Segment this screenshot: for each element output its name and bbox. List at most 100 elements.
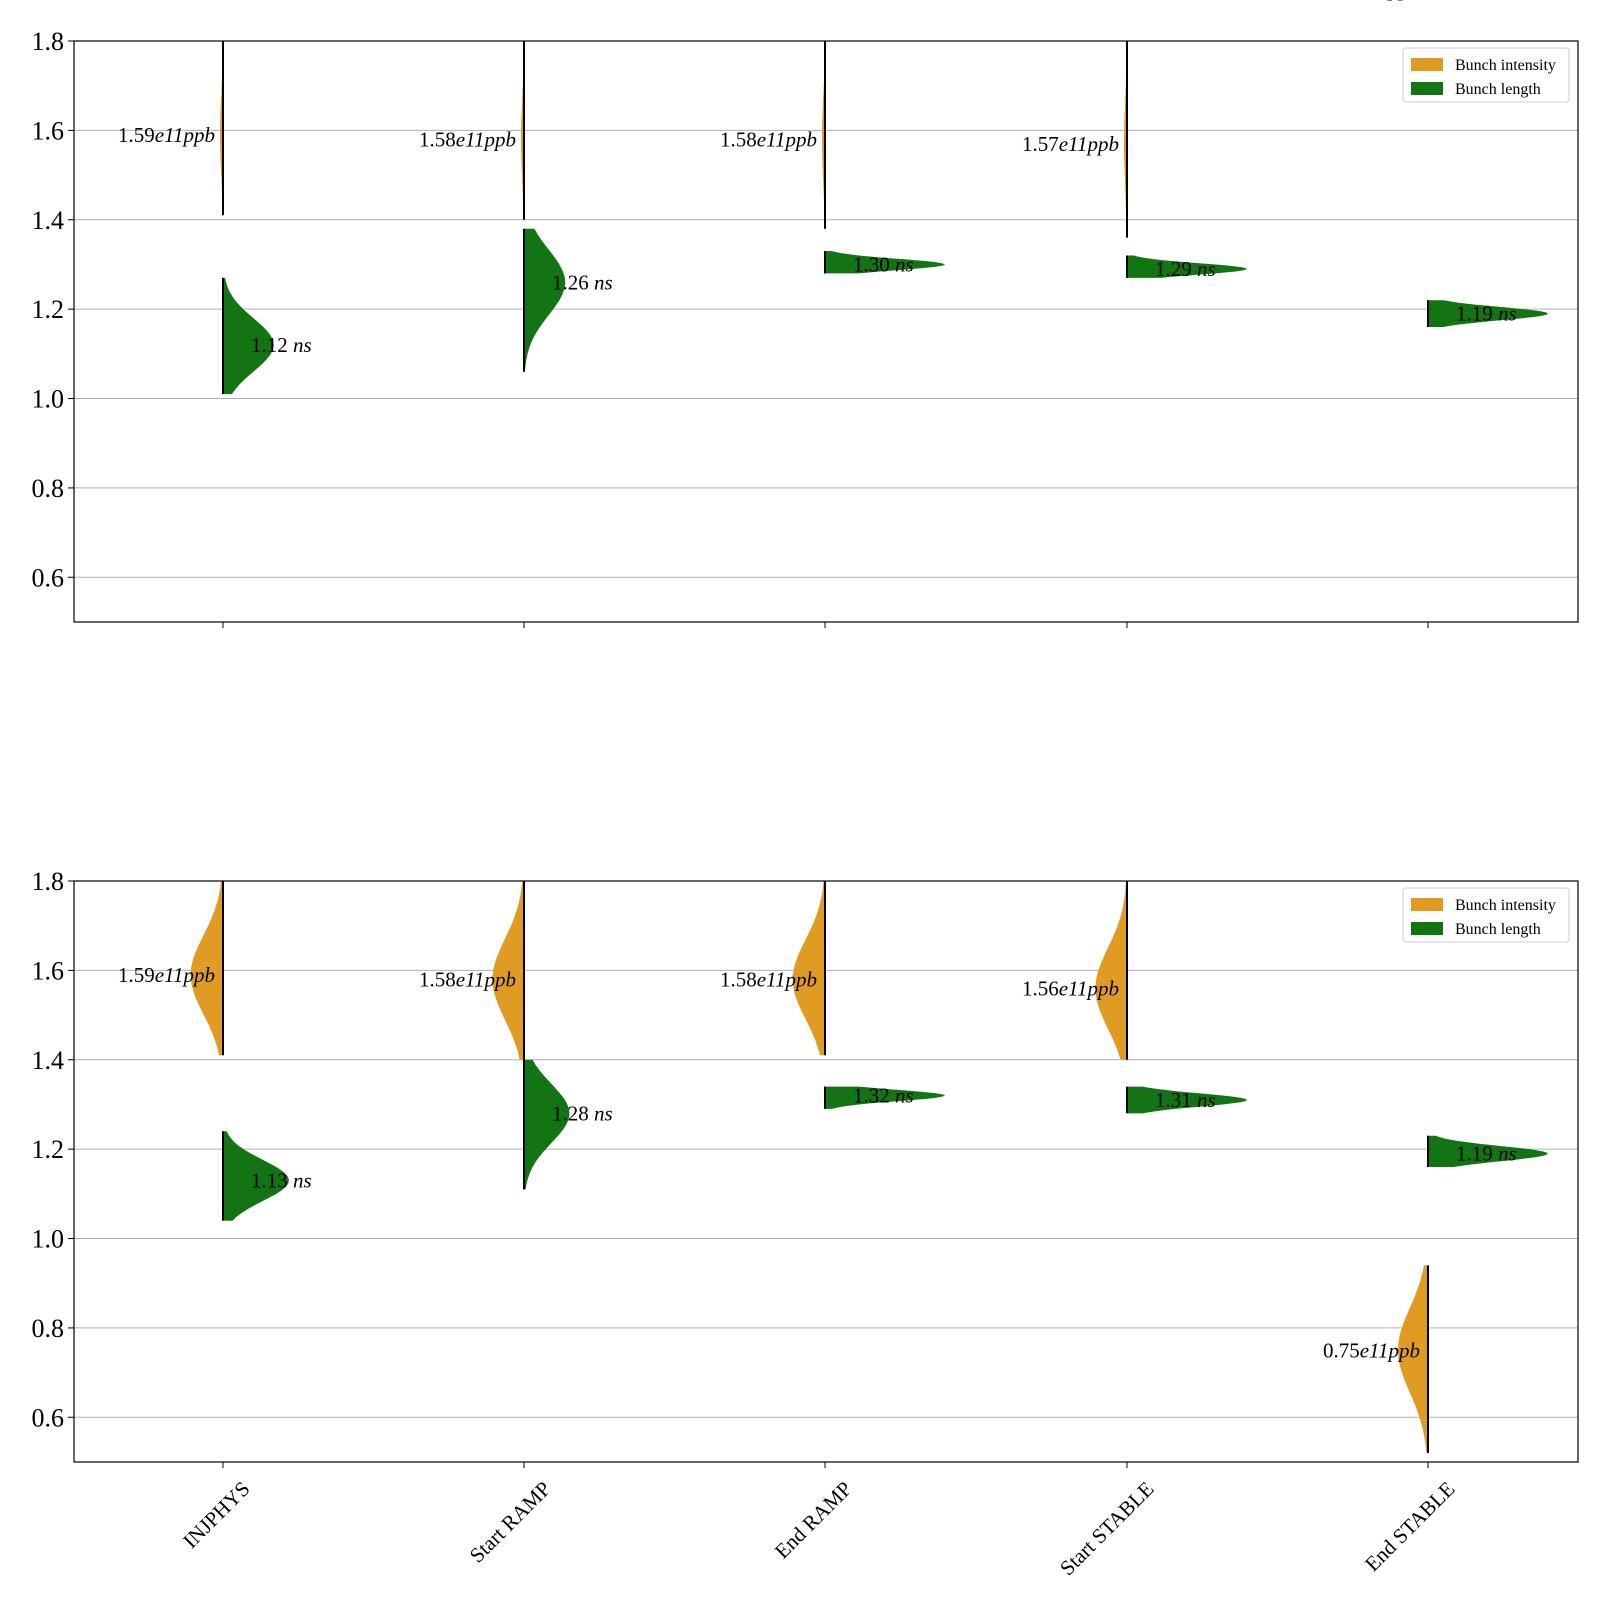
median-unit: e11ppb [155, 123, 215, 147]
legend-label: Bunch intensity [1455, 897, 1556, 914]
y-tick-label: 1.2 [32, 295, 65, 324]
length-median-label: 1.19 ns [1456, 1142, 1517, 1166]
median-unit: ns [890, 1084, 914, 1108]
y-tick-label: 1.0 [32, 385, 65, 414]
intensity-violin [792, 881, 825, 1056]
median-value: 1.30 [853, 252, 890, 276]
median-value: 1.59 [118, 963, 155, 987]
y-tick-label: 1.8 [32, 867, 65, 896]
legend-swatch [1411, 898, 1443, 911]
intensity-median-label: 0.02e11ppb [1323, 0, 1420, 1]
legend: Bunch intensity Bunch length [1402, 887, 1570, 943]
median-value: 1.58 [419, 127, 456, 151]
length-violin [1127, 255, 1247, 278]
length-violin [825, 1086, 945, 1109]
length-median-label: 1.12 ns [251, 333, 312, 357]
y-tick-label: 1.4 [32, 1046, 65, 1075]
intensity-violin [1095, 881, 1127, 1060]
median-unit: e11ppb [456, 967, 516, 991]
median-unit: e11ppb [757, 127, 817, 151]
length-median-label: 1.32 ns [853, 1084, 914, 1108]
intensity-median-label: 0.75e11ppb [1323, 1338, 1420, 1362]
intensity-median-label: 1.59e11ppb [118, 123, 215, 147]
median-unit: ns [589, 1101, 613, 1125]
length-violin [825, 251, 945, 274]
legend-swatch [1411, 922, 1443, 935]
intensity-violin [1397, 1265, 1428, 1454]
length-violin [223, 1131, 289, 1221]
top-panel: 0.60.81.01.21.41.61.81.59e11ppb 1.58e11pp… [32, 0, 1579, 628]
intensity-median-label: 1.57e11ppb [1022, 132, 1119, 156]
median-unit: ns [1192, 257, 1216, 281]
median-value: 1.13 [251, 1168, 288, 1192]
x-tick-label: Start RAMP [465, 1477, 556, 1568]
median-value: 1.28 [552, 1101, 589, 1125]
median-unit: ns [288, 333, 312, 357]
median-value: 1.59 [118, 123, 155, 147]
y-tick-label: 1.4 [32, 206, 65, 235]
median-value: 0.75 [1323, 1338, 1360, 1362]
median-value: 1.57 [1022, 132, 1059, 156]
y-tick-label: 1.0 [32, 1225, 65, 1254]
intensity-median-label: 1.58e11ppb [419, 127, 516, 151]
x-tick-label: Start STABLE [1055, 1477, 1159, 1581]
median-value: 1.29 [1155, 257, 1192, 281]
median-value: 0.02 [1323, 0, 1360, 1]
median-unit: ns [1192, 1088, 1216, 1112]
x-tick-label: End RAMP [770, 1477, 857, 1564]
legend-box [1402, 887, 1570, 943]
y-tick-label: 0.6 [32, 1403, 65, 1432]
median-value: 1.19 [1456, 1142, 1493, 1166]
length-violin [1127, 1086, 1247, 1114]
length-violin [223, 277, 274, 395]
median-unit: e11ppb [1059, 976, 1119, 1000]
median-unit: e11ppb [456, 127, 516, 151]
median-value: 1.58 [720, 127, 757, 151]
y-tick-label: 1.8 [32, 27, 65, 56]
legend-label: Bunch intensity [1455, 57, 1556, 74]
legend-swatch [1411, 82, 1443, 95]
legend-swatch [1411, 58, 1443, 71]
median-unit: e11ppb [1059, 132, 1119, 156]
length-median-label: 1.28 ns [552, 1101, 613, 1125]
intensity-violin [190, 881, 223, 1056]
y-tick-label: 1.6 [32, 116, 65, 145]
median-value: 1.58 [419, 967, 456, 991]
length-median-label: 1.13 ns [251, 1168, 312, 1192]
y-tick-label: 1.6 [32, 956, 65, 985]
length-violin [1428, 300, 1548, 328]
legend-label: Bunch length [1455, 81, 1541, 98]
intensity-median-label: 1.56e11ppb [1022, 976, 1119, 1000]
median-unit: e11ppb [1360, 0, 1420, 1]
median-unit: e11ppb [1360, 1338, 1420, 1362]
y-tick-label: 0.6 [32, 563, 65, 592]
length-median-label: 1.29 ns [1155, 257, 1216, 281]
median-unit: ns [1493, 302, 1517, 326]
bottom-panel: 0.6 0.8 1.0 1.2 1.4 1.6 1.8 INJPHYS Start RAMP En… [32, 867, 1579, 1580]
median-unit: ns [1493, 1142, 1517, 1166]
median-value: 1.12 [251, 333, 288, 357]
legend: Bunch intensity Bunch length [1402, 47, 1570, 103]
length-median-label: 1.30 ns [853, 252, 914, 276]
length-median-label: 1.26 ns [552, 270, 613, 294]
length-median-label: 1.19 ns [1456, 302, 1517, 326]
intensity-median-label: 1.58e11ppb [720, 967, 817, 991]
x-tick-label: End STABLE [1360, 1477, 1460, 1577]
axes-frame [73, 880, 1579, 1463]
legend-label: Bunch length [1455, 921, 1541, 938]
median-value: 1.58 [720, 967, 757, 991]
median-unit: ns [890, 252, 914, 276]
intensity-median-label: 1.58e11ppb [419, 967, 516, 991]
length-violin [524, 228, 566, 372]
intensity-violin [492, 881, 524, 1060]
median-unit: ns [589, 270, 613, 294]
x-tick-label: INJPHYS [178, 1477, 254, 1553]
median-value: 1.26 [552, 270, 589, 294]
median-value: 1.31 [1155, 1088, 1192, 1112]
legend-box [1402, 47, 1570, 103]
median-unit: e11ppb [757, 967, 817, 991]
y-tick-label: 0.8 [32, 1314, 65, 1343]
median-unit: ns [288, 1168, 312, 1192]
axes-frame [73, 40, 1579, 623]
